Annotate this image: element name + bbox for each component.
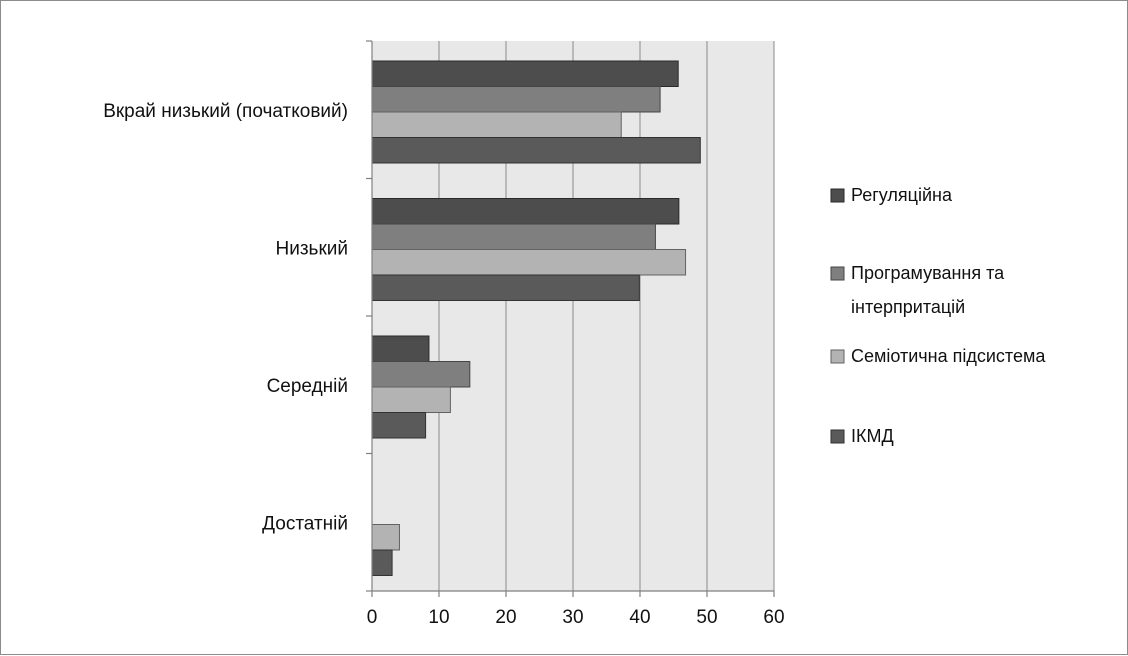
x-tick-label: 40	[629, 607, 650, 628]
bar	[371, 86, 661, 113]
bar	[371, 111, 622, 138]
bar	[371, 249, 687, 276]
legend-label: Семіотична підсистема	[851, 346, 1046, 366]
legend-swatch	[830, 429, 845, 444]
legend-swatch	[830, 266, 845, 281]
bar	[371, 198, 680, 225]
x-tick-label: 30	[562, 607, 583, 628]
bar	[371, 412, 427, 439]
legend-swatch	[830, 349, 845, 364]
category-label: Середній	[267, 376, 348, 397]
category-label: Вкрай низький (початковий)	[103, 101, 348, 122]
bar	[371, 361, 471, 388]
bar	[371, 223, 656, 250]
x-tick-label: 10	[428, 607, 449, 628]
legend-label: Програмування та	[851, 263, 1005, 283]
x-tick-label: 20	[495, 607, 516, 628]
x-tick-label: 60	[763, 607, 784, 628]
bar	[371, 335, 430, 362]
bar	[371, 274, 640, 301]
category-label: Низький	[276, 238, 348, 259]
x-tick-label: 50	[696, 607, 717, 628]
bar	[371, 60, 679, 87]
category-label: Достатній	[262, 513, 348, 534]
bar	[371, 524, 400, 551]
legend-swatch	[830, 188, 845, 203]
legend-label: Регуляційна	[851, 185, 953, 205]
x-tick-label: 0	[367, 607, 378, 628]
legend-label: інтерпритацій	[851, 297, 965, 317]
bar	[371, 386, 451, 413]
legend-label: ІКМД	[851, 426, 894, 446]
bar	[371, 137, 701, 164]
bar	[371, 549, 393, 576]
